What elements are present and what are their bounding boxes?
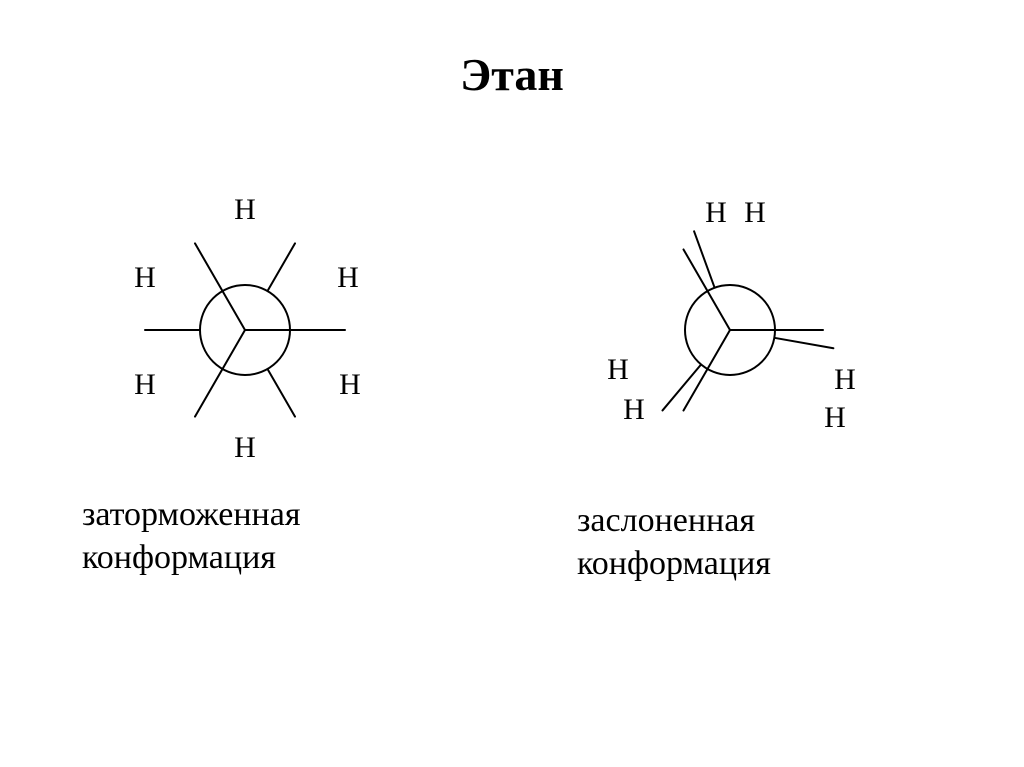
eclipsed-caption: заслоненная конформация: [577, 500, 771, 585]
hydrogen-label: H: [134, 368, 156, 402]
staggered-caption-line2: конформация: [82, 537, 300, 580]
eclipsed-diagram: HHHHHH: [555, 160, 915, 480]
eclipsed-caption-line1: заслоненная: [577, 500, 771, 543]
hydrogen-label: H: [744, 196, 766, 230]
page-title: Этан: [0, 48, 1024, 101]
hydrogen-label: H: [134, 261, 156, 295]
hydrogen-label: H: [607, 353, 629, 387]
hydrogen-label: H: [337, 261, 359, 295]
eclipsed-caption-line2: конформация: [577, 543, 771, 586]
hydrogen-label: H: [705, 196, 727, 230]
staggered-caption: заторможенная конформация: [82, 494, 300, 579]
staggered-caption-line1: заторможенная: [82, 494, 300, 537]
hydrogen-label: H: [234, 193, 256, 227]
eclipsed-newman-svg: [555, 160, 915, 480]
staggered-diagram: H H H H H H: [85, 160, 405, 480]
hydrogen-label: H: [234, 431, 256, 465]
hydrogen-label: H: [623, 393, 645, 427]
hydrogen-label: H: [834, 363, 856, 397]
hydrogen-label: H: [824, 401, 846, 435]
hydrogen-label: H: [339, 368, 361, 402]
